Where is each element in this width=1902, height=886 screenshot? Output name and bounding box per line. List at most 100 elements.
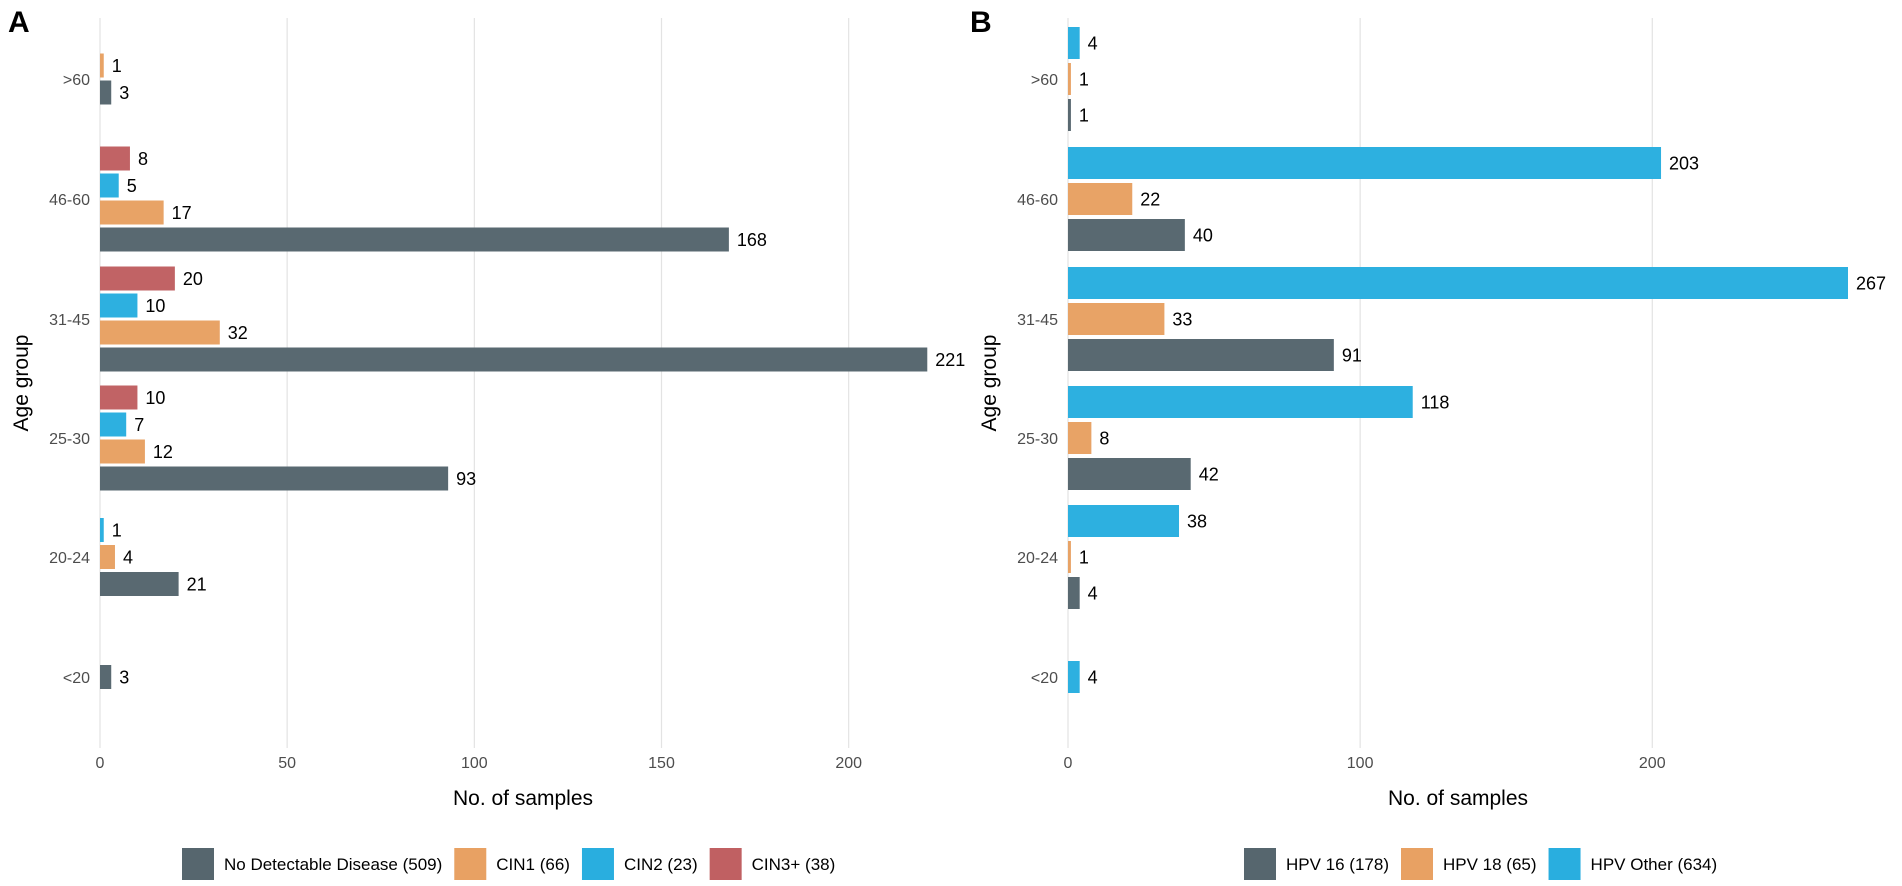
panel-b-legend-swatch — [1244, 848, 1276, 880]
panel-b-bar-value-label: 203 — [1669, 154, 1699, 174]
panel-a-y-tick-label: 25-30 — [49, 431, 90, 448]
panel-a-bar — [100, 385, 138, 410]
panel-a-bar — [100, 173, 119, 198]
panel-b-y-axis-title: Age group — [978, 335, 1001, 432]
panel-b-bar — [1068, 303, 1165, 335]
panel-b-bar-value-label: 91 — [1342, 346, 1362, 366]
panel-a-y-tick-label: 31-45 — [49, 312, 90, 329]
panel-a-legend-label: CIN2 (23) — [624, 855, 698, 874]
panel-a-legend-label: CIN3+ (38) — [752, 855, 836, 874]
panel-a-bar-value-label: 1 — [112, 56, 122, 76]
panel-b-y-tick-label: 46-60 — [1017, 192, 1058, 209]
panel-b-bar-value-label: 267 — [1856, 274, 1886, 294]
panel-a-letter: A — [8, 6, 30, 39]
panel-a-y-tick-label: 46-60 — [49, 192, 90, 209]
panel-b-bar — [1068, 541, 1071, 573]
panel-b-bar-value-label: 1 — [1079, 548, 1089, 568]
panel-b-bar-value-label: 4 — [1088, 34, 1098, 54]
panel-a-bar-value-label: 10 — [145, 296, 165, 316]
panel-b-legend-swatch — [1548, 848, 1581, 880]
panel-a-legend-swatch — [581, 848, 614, 880]
panel-a-legend-label: No Detectable Disease (509) — [224, 855, 442, 874]
panel-a-y-tick-label: 20-24 — [49, 550, 90, 567]
panel-a-bar — [100, 293, 138, 318]
panel-b-bar — [1068, 147, 1662, 179]
panel-a-bar — [100, 412, 127, 437]
panel-b-legend-label: HPV Other (634) — [1591, 855, 1718, 874]
panel-a-bar-value-label: 8 — [138, 149, 148, 169]
panel-b-letter: B — [970, 6, 992, 39]
panel-b-bar-value-label: 4 — [1088, 584, 1098, 604]
panel-a-bar-value-label: 12 — [153, 442, 173, 462]
panel-b-bar — [1068, 183, 1133, 215]
panel-b-y-tick-label: 20-24 — [1017, 550, 1058, 567]
panel-b-y-tick-label: 31-45 — [1017, 312, 1058, 329]
panel-b-bar — [1068, 219, 1185, 251]
panel-b-bar — [1068, 339, 1334, 371]
panel-b-legend-swatch — [1401, 848, 1433, 880]
panel-a-bar-value-label: 221 — [935, 350, 965, 370]
panel-b-y-tick-label: 25-30 — [1017, 431, 1058, 448]
panel-b-y-tick-label: <20 — [1031, 670, 1058, 687]
panel-b-bar-value-label: 22 — [1140, 190, 1160, 210]
panel-a-bar-value-label: 3 — [119, 83, 129, 103]
panel-a-x-tick-label: 0 — [96, 755, 105, 772]
panel-b-bar — [1068, 458, 1191, 490]
panel-b-x-tick-label: 0 — [1064, 755, 1073, 772]
panel-b-legend-label: HPV 18 (65) — [1443, 855, 1537, 874]
panel-a-y-tick-label: <20 — [63, 670, 90, 687]
panel-b-bar — [1068, 386, 1413, 418]
panel-b-bar — [1068, 505, 1180, 537]
panel-b-bar-value-label: 40 — [1193, 226, 1213, 246]
panel-a-legend-swatch — [454, 848, 487, 880]
panel-b-bar-value-label: 4 — [1088, 668, 1098, 688]
panel-a-bar-value-label: 10 — [145, 388, 165, 408]
panel-a-bar — [100, 80, 112, 105]
panel-b-bar — [1068, 267, 1848, 299]
panel-a-x-tick-label: 50 — [278, 755, 296, 772]
panel-b-bar-value-label: 1 — [1079, 70, 1089, 90]
panel-a-bar — [100, 347, 928, 372]
panel-a-bar-value-label: 93 — [456, 469, 476, 489]
panel-b-bar-value-label: 8 — [1099, 429, 1109, 449]
panel-a-bar-value-label: 17 — [172, 203, 192, 223]
panel-b-x-tick-label: 200 — [1639, 755, 1666, 772]
panel-a-bar-value-label: 7 — [134, 415, 144, 435]
panel-a-y-tick-label: >60 — [63, 72, 90, 89]
panel-b-bar — [1068, 27, 1080, 59]
panel-a-bar-value-label: 21 — [187, 575, 207, 595]
panel-b-bar-value-label: 38 — [1187, 512, 1207, 532]
panel-b-bar — [1068, 577, 1080, 609]
panel-a-bar — [100, 572, 179, 596]
panel-a-x-tick-label: 150 — [648, 755, 675, 772]
panel-b-x-axis-title: No. of samples — [1388, 787, 1528, 810]
panel-a-x-tick-label: 100 — [461, 755, 488, 772]
panel-b-bar — [1068, 661, 1080, 693]
panel-a-bar — [100, 518, 104, 542]
panel-a-bar-value-label: 5 — [127, 176, 137, 196]
panel-b-bar — [1068, 99, 1071, 131]
panel-b-bar-value-label: 42 — [1199, 465, 1219, 485]
panel-b-legend-label: HPV 16 (178) — [1286, 855, 1389, 874]
panel-a-bar — [100, 439, 145, 464]
panel-a-bar-value-label: 168 — [737, 230, 767, 250]
panel-a-y-axis-title: Age group — [10, 335, 33, 432]
panel-b-bar — [1068, 63, 1071, 95]
panel-a-bar — [100, 320, 220, 345]
panel-b-bar — [1068, 422, 1092, 454]
panel-b-bar-value-label: 33 — [1172, 310, 1192, 330]
panel-a-bar — [100, 545, 115, 569]
panel-a-bar — [100, 227, 729, 252]
panel-a-bar-value-label: 4 — [123, 548, 133, 568]
panel-a-legend-swatch — [182, 848, 214, 880]
panel-a-bar — [100, 466, 449, 491]
panel-a-bar-value-label: 1 — [112, 521, 122, 541]
panel-b-y-tick-label: >60 — [1031, 72, 1058, 89]
panel-a-bar — [100, 53, 104, 78]
panel-a-bar — [100, 200, 164, 225]
panel-a-bar — [100, 146, 130, 171]
panel-a-bar-value-label: 20 — [183, 269, 203, 289]
panel-b-bar-value-label: 1 — [1079, 106, 1089, 126]
panel-a-bar-value-label: 3 — [119, 668, 129, 688]
